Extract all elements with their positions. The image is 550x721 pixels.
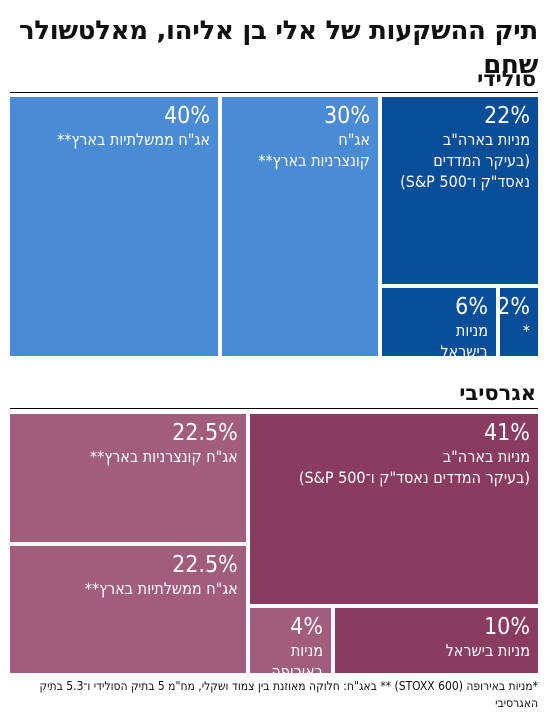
chart-title: תיק ההשקעות של אלי בן אליהו, מאלטשולר שח… [18, 16, 538, 80]
tile-percentage: 10% [484, 614, 530, 641]
tile-label: אג"ח ממשלתיות בארץ** [84, 578, 238, 598]
treemap-tile: 10% מניות בישראל [335, 608, 538, 673]
tile-percentage: 40% [164, 103, 210, 129]
tile-percentage: 6% [455, 294, 488, 320]
treemap-tile: 40% אג"ח ממשלתיות בארץ** [10, 97, 218, 356]
tile-percentage: 2% [500, 294, 530, 320]
tile-percentage: 30% [324, 103, 370, 129]
tile-label: אג"ח קונצרניות בארץ** [89, 447, 238, 466]
treemap-tile: 30% אג"ח קונצרניות בארץ** [222, 97, 378, 356]
tile-label: אג"ח ממשלתיות בארץ** [57, 130, 210, 149]
aggressive-treemap: 41% מניות בארה"ב (בעיקר המדדים נאסד"ק ו־S… [10, 414, 538, 673]
aggressive-portfolio-label: אגרסיבי [459, 381, 536, 405]
aggressive-divider [10, 408, 538, 409]
solid-divider [10, 92, 538, 93]
solid-treemap: 22% מניות בארה"ב (בעיקר המדדים נאסד"ק ו־S… [10, 97, 538, 356]
treemap-tile: 22.5% אג"ח קונצרניות בארץ** [10, 414, 246, 542]
treemap-tile: 22% מניות בארה"ב (בעיקר המדדים נאסד"ק ו־S… [382, 97, 538, 284]
tile-percentage: 4% [290, 614, 323, 641]
tile-percentage: 22% [484, 103, 530, 129]
tile-label: מניות בארה"ב (בעיקר המדדים נאסד"ק ו־S&P … [400, 130, 530, 191]
treemap-tile: 22.5% אג"ח ממשלתיות בארץ** [10, 545, 246, 673]
treemap-tile: 4% מניות באירופה [249, 608, 331, 673]
footnote: *מניות באירופה (STOXX 600) ** באג"ח: חלו… [39, 679, 538, 710]
tile-label: מניות באירופה [271, 641, 323, 673]
tile-label: מניות בישראל [445, 641, 530, 661]
treemap-tile: 2% * [500, 288, 538, 356]
treemap-tile: 6% מניות בישראל [382, 288, 496, 356]
solid-portfolio-label: סולידי [477, 67, 536, 91]
tile-percentage: 41% [483, 420, 530, 446]
tile-label: מניות בישראל [440, 321, 488, 356]
tile-percentage: 22.5% [172, 420, 238, 446]
treemap-tile: 41% מניות בארה"ב (בעיקר המדדים נאסד"ק ו־S… [249, 414, 538, 605]
tile-label: מניות בארה"ב (בעיקר המדדים נאסד"ק ו־S&P … [298, 447, 530, 487]
tile-label: אג"ח קונצרניות בארץ** [258, 130, 370, 170]
tile-percentage: 22.5% [172, 551, 238, 578]
tile-label: * [522, 321, 530, 340]
